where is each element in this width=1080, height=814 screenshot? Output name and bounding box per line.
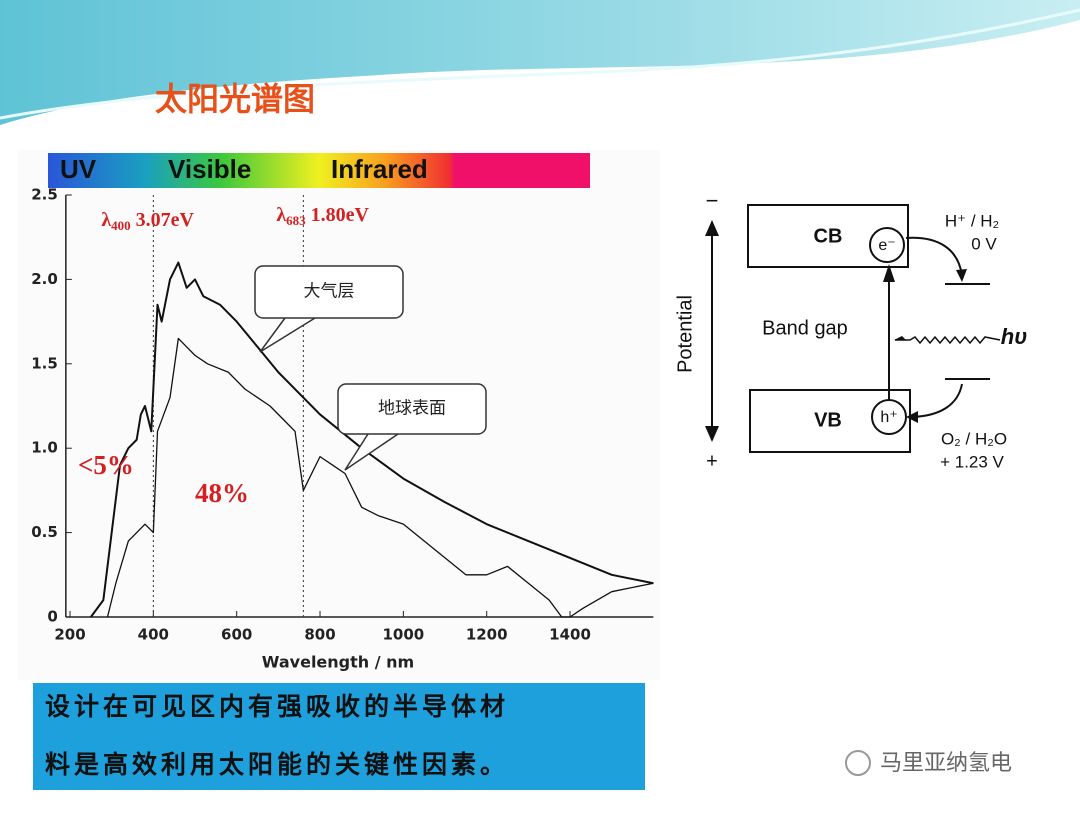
electron-label: e⁻	[878, 237, 895, 254]
reference-label-part: λ	[101, 209, 111, 231]
photon-label: hυ	[1001, 324, 1027, 349]
electron-circle	[869, 227, 905, 263]
y-tick-label: 1.0	[31, 439, 58, 457]
plus-sign: +	[706, 450, 718, 472]
vb-label: VB	[814, 409, 842, 431]
watermark-icon	[845, 750, 871, 776]
slide-title: 太阳光谱图	[155, 80, 315, 118]
reference-label-part: λ	[276, 204, 286, 226]
callout-box	[254, 265, 404, 319]
band-gap-label: Band gap	[762, 317, 848, 339]
annotation: <5%	[78, 450, 134, 480]
callout-box	[337, 383, 487, 435]
x-tick-label: 1400	[549, 626, 591, 644]
reduction-couple: H⁺ / H₂	[945, 211, 999, 230]
photon-arrow	[894, 336, 906, 340]
oxidation-arrow	[911, 383, 963, 418]
reference-label: λ683 1.80eV	[276, 204, 369, 228]
watermark: 马里亚纳氢电	[880, 751, 1012, 776]
x-tick-label: 1000	[382, 626, 424, 644]
callout-label: 大气层	[304, 282, 355, 302]
reference-label-part: 400	[111, 218, 131, 233]
cb-label: CB	[814, 225, 843, 247]
oxidation-couple: O₂ / H₂O	[941, 429, 1007, 448]
band-diagram: − + Potential CB VB e⁻ h⁺ Band gap hυ H⁺…	[674, 188, 1027, 472]
callout-pointer	[259, 317, 316, 353]
x-tick-label: 1200	[466, 626, 508, 644]
photon-wave	[895, 335, 1001, 345]
reference-label-part: 683	[286, 213, 306, 228]
y-tick-label: 2.5	[31, 186, 58, 204]
callout-label: 地球表面	[378, 399, 446, 419]
spectrum-band	[48, 153, 590, 188]
reduction-potential: 0 V	[971, 234, 997, 253]
x-tick-label: 200	[54, 626, 85, 644]
reference-label-part: 1.80eV	[311, 204, 370, 226]
header-wave	[0, 0, 1080, 125]
x-axis-label: Wavelength / nm	[262, 653, 414, 672]
x-tick-label: 800	[304, 626, 335, 644]
arrow-head	[883, 264, 895, 282]
x-tick-label: 400	[138, 626, 169, 644]
y-tick-label: 1.5	[31, 354, 58, 372]
reference-label: λ400 3.07eV	[101, 209, 194, 233]
oxidation-potential: + 1.23 V	[940, 452, 1004, 471]
caption-line: 设计在可见区内有强吸收的半导体材	[45, 692, 509, 721]
annotation: 48%	[195, 478, 249, 508]
axis-label: Potential	[674, 295, 696, 373]
arrow-head	[956, 269, 967, 282]
band-label: Infrared	[331, 154, 428, 184]
arrow-head	[906, 411, 918, 423]
callout-pointer	[344, 433, 399, 471]
caption-box	[33, 683, 645, 790]
y-tick-label: 0.5	[31, 523, 58, 541]
y-tick-label: 2.0	[31, 270, 58, 288]
band-label: UV	[60, 154, 97, 184]
reduction-arrow	[905, 236, 963, 276]
y-tick-label: 0	[47, 608, 57, 626]
header-wave-line	[0, 8, 1080, 120]
reference-label-part: 3.07eV	[136, 209, 195, 231]
x-tick-label: 600	[221, 626, 252, 644]
minus-sign: −	[706, 188, 719, 213]
caption-line: 料是高效利用太阳能的关键性因素。	[45, 750, 509, 779]
series-line	[90, 261, 654, 618]
spectrum-chart: 0 0.5 1.0 1.5 2.0 2.5 200 400 600 800 1000 1200 1400…	[31, 153, 654, 672]
series-line	[106, 337, 654, 618]
band-label: Visible	[168, 154, 251, 184]
hole-label: h⁺	[880, 409, 897, 426]
